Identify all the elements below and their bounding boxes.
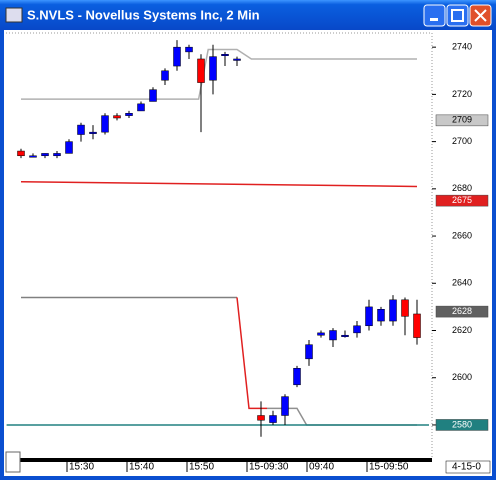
close-icon — [474, 9, 487, 22]
candle-body — [17, 150, 25, 157]
y-tick-label: 2720 — [452, 89, 472, 99]
x-tick-label: 15-09:50 — [369, 462, 409, 473]
maximize-icon — [451, 9, 464, 22]
candle-body — [281, 396, 289, 416]
candle-body — [221, 54, 229, 56]
scroll-thumb[interactable] — [5, 451, 21, 473]
y-tick-label: 2620 — [452, 325, 472, 335]
candle-body — [137, 103, 145, 112]
candle-body — [269, 415, 277, 423]
candle-body — [185, 46, 193, 53]
candle-body — [401, 299, 409, 317]
candle-body — [77, 124, 85, 135]
candle-body — [413, 313, 421, 338]
price-marker-label: 2675 — [452, 195, 472, 205]
candle-body — [125, 113, 133, 116]
candle-body — [209, 56, 217, 81]
candle-body — [41, 153, 49, 157]
y-tick-label: 2740 — [452, 42, 472, 52]
indicator-line — [21, 48, 417, 100]
candle-body — [197, 58, 205, 83]
candle-body — [65, 141, 73, 154]
candle-body — [389, 299, 397, 322]
candle-body — [161, 70, 169, 81]
window-title: S.NVLS - Novellus Systems Inc, 2 Min — [27, 7, 260, 22]
candle-body — [101, 115, 109, 133]
x-tick-label: 15:40 — [129, 462, 154, 473]
candle-body — [305, 344, 313, 360]
app-icon — [5, 7, 23, 23]
price-marker-label: 2580 — [452, 419, 472, 429]
minimize-button[interactable] — [423, 4, 446, 27]
candle-body — [365, 306, 373, 327]
candle-body — [377, 309, 385, 322]
x-tick-label: 15:30 — [69, 462, 94, 473]
y-tick-label: 2600 — [452, 372, 472, 382]
candle-body — [341, 334, 349, 337]
plot: 2580 2600 2620 2640 2660 2680 2700 2720 2740 2709… — [6, 40, 491, 474]
x-tick-label: 15:50 — [189, 462, 214, 473]
date-label: 4-15-0 — [452, 462, 481, 473]
candle-body — [149, 89, 157, 102]
price-marker — [435, 419, 489, 431]
candle-body — [89, 131, 97, 134]
price-marker-label: 2709 — [452, 115, 472, 125]
candle-body — [29, 155, 37, 158]
price-marker — [435, 305, 489, 318]
candle-body — [257, 415, 265, 421]
maximize-button[interactable] — [446, 4, 469, 27]
price-marker — [435, 114, 489, 127]
time-bar — [18, 458, 432, 462]
candle-body — [329, 330, 337, 341]
y-tick-label: 2640 — [452, 278, 472, 288]
title-bar — [0, 0, 496, 30]
candle-body — [113, 115, 121, 119]
date-box — [445, 460, 491, 474]
indicator-line — [20, 181, 418, 188]
candle-body — [317, 332, 325, 336]
candle-body — [53, 153, 61, 157]
candle-body — [173, 46, 181, 67]
candle-body — [233, 58, 241, 61]
price-marker — [435, 194, 489, 207]
y-tick-label: 2700 — [452, 136, 472, 146]
chart-area — [4, 30, 492, 476]
y-tick-label: 2680 — [452, 183, 472, 193]
candle-body — [353, 325, 361, 334]
x-tick-label: 09:40 — [309, 462, 334, 473]
minimize-icon — [430, 18, 438, 21]
y-tick-label: 2660 — [452, 230, 472, 240]
candle-body — [293, 368, 301, 386]
x-tick-label: 15-09:30 — [249, 462, 289, 473]
price-marker-label: 2628 — [452, 306, 472, 316]
